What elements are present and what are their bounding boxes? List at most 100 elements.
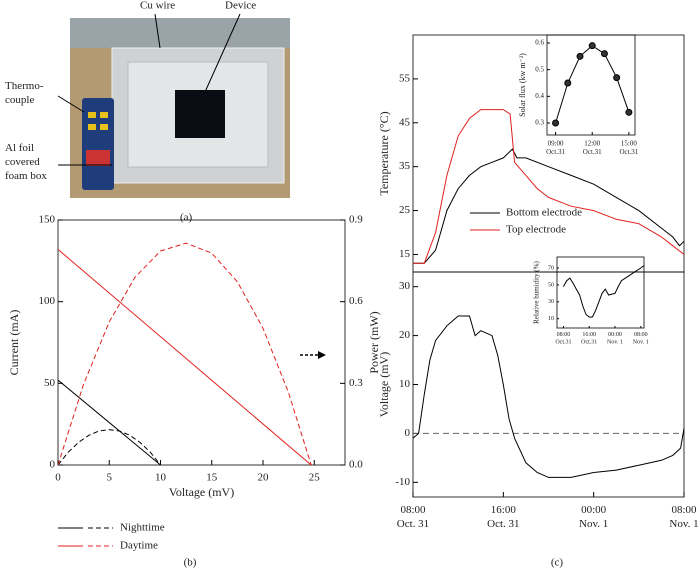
tick-label-line: Nov. 1 <box>633 340 649 346</box>
tick-label: 50 <box>44 377 56 389</box>
tick-label: 0.9 <box>349 214 363 226</box>
tick-label: 35 <box>399 160 411 172</box>
label-line: Al foil <box>5 142 34 154</box>
tick-label: -10 <box>395 476 410 488</box>
tick-label-line: Oct.31 <box>546 148 565 156</box>
data-line <box>57 429 161 466</box>
tick-label-line: Oct. 31 <box>487 517 519 529</box>
caption: (c) <box>551 557 564 569</box>
y-axis-label: Voltage (mV) <box>377 352 391 417</box>
power-arrow <box>300 351 326 359</box>
meter-button <box>100 112 108 118</box>
tick-label: 70 <box>548 265 554 271</box>
tick-label-line: Oct.31 <box>619 148 638 156</box>
label-cu-wire: Cu wire <box>140 0 175 12</box>
data-point <box>588 42 596 50</box>
y-axis-label: Relative humidity (%) <box>533 261 541 324</box>
pointer-line <box>154 13 161 49</box>
tick-label: 15:00 Oct.31 <box>619 139 638 156</box>
tick-label: 0.6 <box>535 39 544 47</box>
tick-label-line: 09:00 <box>548 139 564 147</box>
tick-label: 0.0 <box>349 459 363 471</box>
label-foil-box: Al foil covered foam box <box>5 142 47 182</box>
tick-label: 20 <box>399 329 411 341</box>
tick-label: 08:00 Oct. 31 <box>397 504 429 530</box>
tick-label-line: 08:00 <box>557 333 571 339</box>
tick-label: 00:00 Nov. 1 <box>579 504 608 530</box>
data-line <box>413 148 685 264</box>
tick-label: 0.3 <box>535 119 544 127</box>
plot-frame <box>412 271 685 498</box>
tick-label: 150 <box>39 214 56 226</box>
x-axis-label: Voltage (mV) <box>169 485 234 499</box>
tick-label: 0.3 <box>349 377 363 389</box>
data-line <box>562 265 645 318</box>
meter-label <box>86 150 110 166</box>
tick-label: 0 <box>55 472 61 484</box>
photo <box>57 13 290 198</box>
tick-label: 15 <box>399 248 411 260</box>
tick-label: 55 <box>399 72 411 84</box>
legend-label: Bottom electrode <box>506 207 582 219</box>
plot-frame <box>556 256 645 329</box>
tick-label: 0.6 <box>349 295 363 307</box>
tick-label-line: Nov. 1 <box>579 517 608 529</box>
pointer-line <box>57 95 85 113</box>
legend-label: Nighttime <box>120 522 165 534</box>
device-square <box>175 90 225 138</box>
tick-label-line: 16:00 <box>582 333 596 339</box>
meter-button <box>100 124 108 130</box>
tick-label: 5 <box>107 472 113 484</box>
tick-label-line: Oct. 31 <box>397 517 429 529</box>
tick-label: 30 <box>548 299 554 305</box>
tick-label: 12:00 Oct.31 <box>583 139 602 156</box>
tick-label: 16:00 Oct.31 <box>581 333 597 347</box>
data-point <box>613 74 621 82</box>
tick-label-line: 08:00 <box>400 504 426 516</box>
tick-label: 50 <box>548 282 554 288</box>
tick-label: 15 <box>206 472 218 484</box>
tick-label-line: 00:00 <box>581 504 607 516</box>
tick-label: 30 <box>399 280 411 292</box>
tick-label-line: Nov. 1 <box>607 340 623 346</box>
plot-frame <box>546 34 636 136</box>
tick-label-line: 15:00 <box>621 139 637 147</box>
tick-label: 08:00 Nov. 1 <box>633 333 649 347</box>
tick-label-line: Oct.31 <box>555 340 571 346</box>
legend-label: Daytime <box>120 540 158 552</box>
tick-label: 0.5 <box>535 65 544 73</box>
tick-label-line: 08:00 <box>671 504 697 516</box>
data-point <box>564 79 572 87</box>
tick-label-line: Oct.31 <box>581 340 597 346</box>
data-line <box>413 109 685 264</box>
plot-frame <box>57 219 346 466</box>
data-line <box>57 379 161 466</box>
thermocouple-meter <box>82 98 114 190</box>
tick-label-line: 00:00 <box>608 333 622 339</box>
data-line <box>412 315 685 478</box>
tick-label-line: Oct.31 <box>583 148 602 156</box>
tick-label: 08:00 Oct.31 <box>555 333 571 347</box>
data-point <box>552 119 560 127</box>
photo-top <box>70 18 290 48</box>
tick-label: 20 <box>258 472 270 484</box>
data-point <box>600 50 608 58</box>
tick-label: 100 <box>39 295 56 307</box>
pointer-line <box>204 13 241 93</box>
tick-label: 25 <box>399 204 411 216</box>
data-point <box>625 108 633 116</box>
tick-label: 25 <box>309 472 321 484</box>
tick-label: 16:00 Oct. 31 <box>487 504 519 530</box>
data-line <box>57 249 312 466</box>
tick-label: 10 <box>548 316 554 322</box>
tick-label: 08:00 Nov. 1 <box>669 504 698 530</box>
label-thermocouple: Thermo-couple <box>5 80 44 106</box>
y-axis-label: Current (mA) <box>7 310 21 376</box>
label-line: couple <box>5 94 34 106</box>
tick-label: 10 <box>155 472 167 484</box>
tick-label-line: 16:00 <box>491 504 517 516</box>
y-axis-label: Temperature (°C) <box>377 111 391 195</box>
label-line: covered <box>5 156 40 168</box>
tick-label: 45 <box>399 116 411 128</box>
